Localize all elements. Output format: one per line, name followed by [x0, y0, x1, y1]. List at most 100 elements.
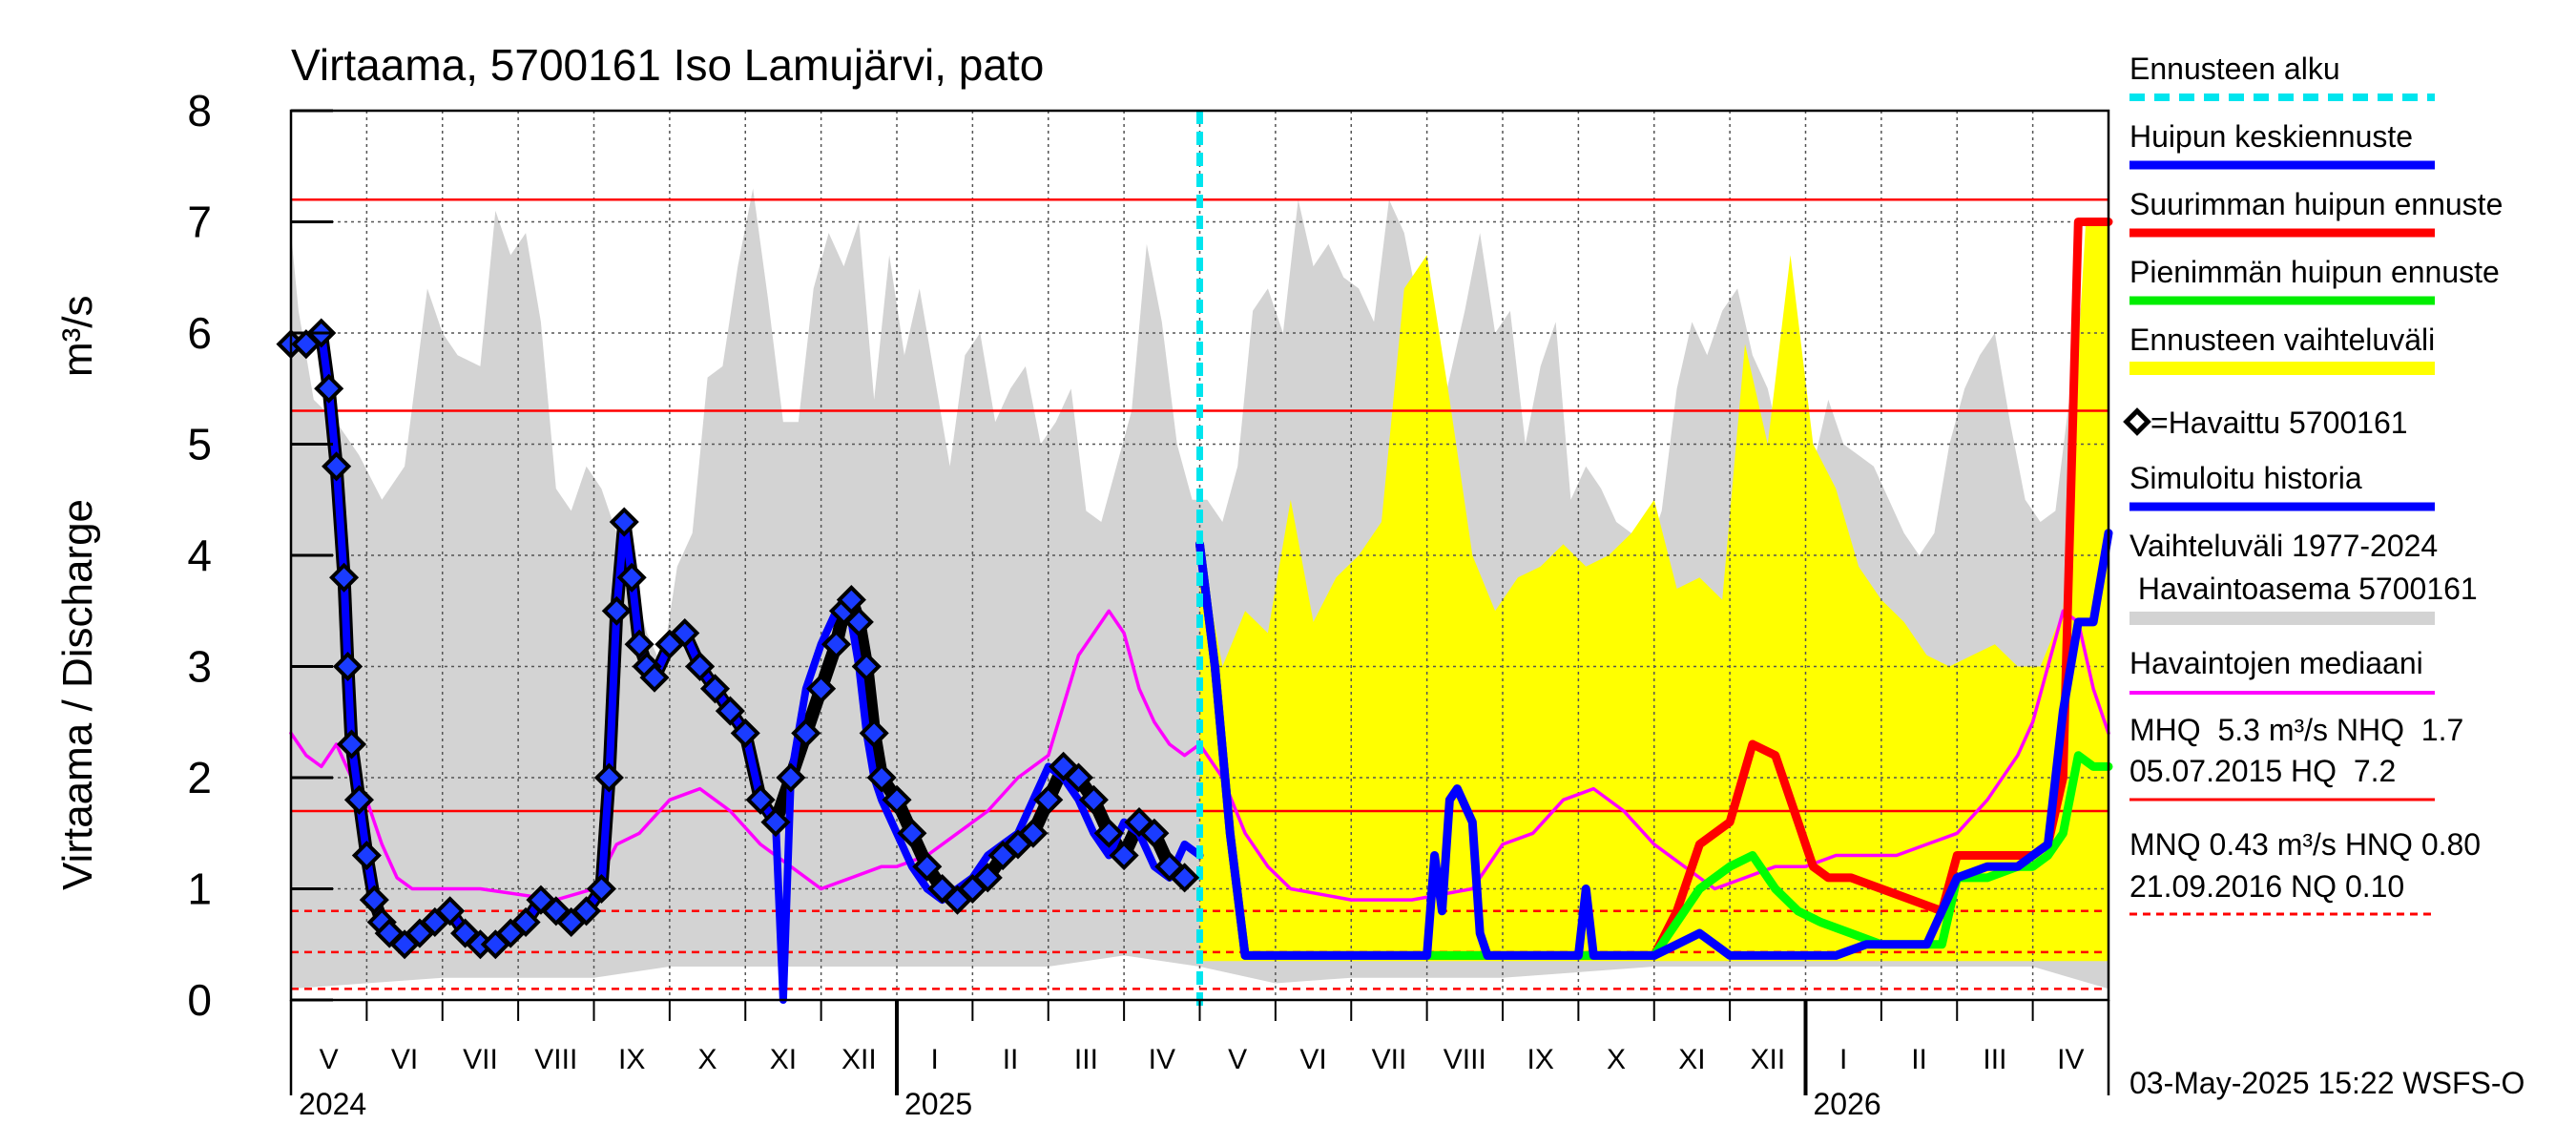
observed-point — [322, 451, 352, 482]
observed-point — [972, 863, 1003, 893]
y-tick-label: 3 — [187, 642, 212, 692]
observed-point — [465, 929, 495, 960]
observed-point — [859, 718, 889, 748]
legend-forecast-range: Ennusteen vaihteluväli — [2129, 323, 2435, 357]
x-month-label: VI — [1299, 1044, 1326, 1075]
x-year-label: 2026 — [1814, 1087, 1881, 1121]
observed-point — [851, 651, 882, 682]
x-month-label: II — [1003, 1044, 1019, 1075]
x-month-label: IX — [618, 1044, 645, 1075]
observed-point — [639, 662, 670, 693]
observed-point — [670, 617, 700, 649]
legend-stats-4: 21.09.2016 NQ 0.10 — [2129, 869, 2404, 904]
observed-point — [329, 562, 360, 593]
observed-point — [806, 674, 837, 704]
mean-peak-forecast-line — [1195, 529, 2113, 960]
observed-point — [1033, 784, 1064, 815]
y-tick-label: 7 — [187, 198, 212, 247]
legend-hist-range-2: Havaintoasema 5700161 — [2129, 572, 2478, 606]
y-tick-label: 4 — [187, 531, 212, 580]
observed-point — [314, 373, 344, 404]
x-month-label: IX — [1527, 1044, 1554, 1075]
y-tick-label: 0 — [187, 975, 212, 1025]
observed-point — [336, 729, 367, 760]
observed-point — [593, 762, 624, 793]
x-month-label: IV — [1149, 1044, 1175, 1075]
legend-observed: =Havaittu 5700161 — [2150, 406, 2408, 440]
x-month-label: I — [1839, 1044, 1847, 1075]
observed-point — [510, 906, 541, 938]
x-month-label: V — [1228, 1044, 1247, 1075]
observed-point — [435, 896, 466, 926]
legend-mean-peak: Huipun keskiennuste — [2129, 119, 2413, 154]
chart-title: Virtaama, 5700161 Iso Lamujärvi, pato — [291, 40, 1044, 90]
y-tick-label: 2 — [187, 753, 212, 802]
observed-point — [866, 762, 897, 793]
legend-min-peak: Pienimmän huipun ennuste — [2129, 255, 2500, 289]
x-month-label: XI — [770, 1044, 797, 1075]
legend: Ennusteen alku Huipun keskiennuste Suuri… — [2123, 52, 2503, 916]
x-month-label: IV — [2057, 1044, 2084, 1075]
observed-point — [836, 585, 866, 615]
x-month-label: XI — [1678, 1044, 1705, 1075]
y-tick-label: 8 — [187, 86, 212, 135]
observed-point — [571, 896, 602, 926]
median-line — [289, 609, 2110, 902]
observed-markers — [276, 318, 1200, 960]
y-axis-label: Virtaama / Discharge — [54, 499, 101, 890]
observed-point — [745, 784, 776, 815]
observed-point — [616, 562, 647, 593]
observed-point — [760, 807, 791, 838]
x-month-label: XII — [841, 1044, 877, 1075]
observed-point — [699, 674, 731, 704]
x-month-label: III — [1983, 1044, 2006, 1075]
legend-median: Havaintojen mediaani — [2129, 646, 2423, 680]
legend-stats-3: MNQ 0.43 m³/s HNQ 0.80 — [2129, 827, 2481, 862]
observed-point — [715, 696, 745, 726]
x-month-label: III — [1074, 1044, 1098, 1075]
legend-stats-1: MHQ 5.3 m³/s NHQ 1.7 — [2129, 713, 2463, 747]
y-tick-label: 5 — [187, 420, 212, 469]
observed-point — [1139, 818, 1170, 848]
observed-point — [351, 840, 382, 871]
observed-point — [1109, 840, 1139, 871]
y-tick-label: 1 — [187, 864, 212, 914]
legend-stats-2: 05.07.2015 HQ 7.2 — [2129, 754, 2396, 788]
x-month-label: VIII — [534, 1044, 577, 1075]
observed-point — [912, 851, 943, 882]
observed-point — [343, 784, 374, 815]
observed-point — [624, 629, 654, 659]
observed-point — [1063, 762, 1094, 793]
observed-point — [1170, 863, 1200, 893]
observed-point — [1018, 818, 1049, 848]
observed-point — [332, 651, 364, 682]
x-year-label: 2025 — [904, 1087, 972, 1121]
legend-forecast-start: Ennusteen alku — [2129, 52, 2340, 86]
observed-point — [791, 718, 821, 748]
legend-max-peak: Suurimman huipun ennuste — [2129, 187, 2503, 221]
observed-point — [776, 762, 806, 793]
x-month-label: XII — [1750, 1044, 1785, 1075]
observed-point — [843, 607, 874, 637]
y-axis-unit: m³/s — [54, 295, 101, 377]
legend-simulated: Simuloitu historia — [2129, 461, 2362, 495]
x-year-label: 2024 — [299, 1087, 366, 1121]
observed-point — [821, 629, 852, 659]
observed-point — [601, 595, 632, 626]
observed-point — [586, 873, 616, 905]
x-month-label: VIII — [1444, 1044, 1486, 1075]
x-month-label: X — [698, 1044, 717, 1075]
y-tick-label: 6 — [187, 308, 212, 358]
x-month-label: VI — [391, 1044, 418, 1075]
x-month-label: V — [320, 1044, 339, 1075]
x-month-label: X — [1607, 1044, 1626, 1075]
x-month-label: II — [1911, 1044, 1927, 1075]
x-month-label: VII — [1372, 1044, 1407, 1075]
legend-swatch-observed — [2123, 407, 2151, 436]
observed-point — [359, 885, 389, 915]
observed-point — [685, 651, 716, 682]
observed-point — [730, 718, 760, 748]
observed-point — [609, 507, 639, 537]
